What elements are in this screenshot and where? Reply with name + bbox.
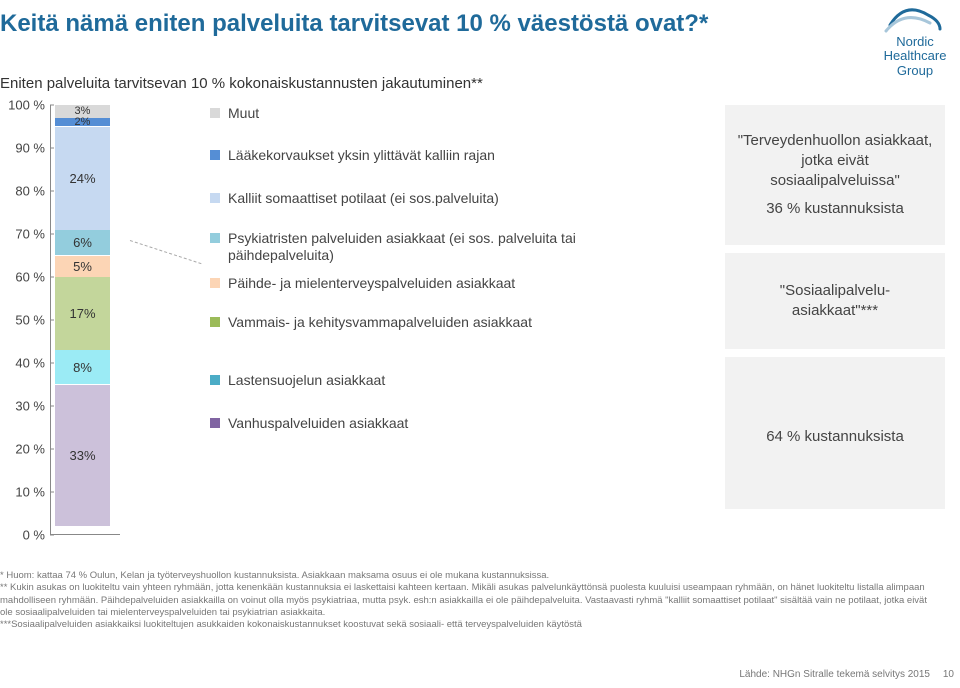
y-tick-label: 70 % — [15, 227, 45, 242]
legend-item-muut: Muut — [210, 105, 640, 123]
legend-item-laake: Lääkekorvaukset yksin ylittävät kalliin … — [210, 147, 640, 165]
logo-text-2: Healthcare — [880, 49, 950, 63]
bar-segment-kalliit: 24% — [55, 127, 110, 230]
bar-segment-vammais: 17% — [55, 277, 110, 350]
footnote-1: * Huom: kattaa 74 % Oulun, Kelan ja työt… — [0, 570, 940, 582]
legend-label: Päihde- ja mielenterveyspalveluiden asia… — [228, 275, 515, 293]
y-tick-label: 30 % — [15, 399, 45, 414]
stacked-bar-chart: 0 %10 %20 %30 %40 %50 %60 %70 %80 %90 %1… — [0, 105, 120, 535]
y-tick-label: 0 % — [23, 528, 45, 543]
legend-label: Vammais- ja kehitysvammapalveluiden asia… — [228, 314, 532, 332]
legend-item-psyk: Psykiatristen palveluiden asiakkaat (ei … — [210, 230, 640, 265]
bar: 3%2%24%6%5%17%8%33% — [55, 105, 110, 535]
legend-label: Lääkekorvaukset yksin ylittävät kalliin … — [228, 147, 495, 165]
subtitle: Eniten palveluita tarvitsevan 10 % kokon… — [0, 75, 483, 92]
y-tick-mark — [50, 535, 54, 536]
logo-text-3: Group — [880, 64, 950, 78]
bar-segment-vanhus: 33% — [55, 385, 110, 527]
legend-swatch — [210, 108, 220, 118]
y-tick-label: 50 % — [15, 313, 45, 328]
legend-swatch — [210, 418, 220, 428]
y-tick-mark — [50, 449, 54, 450]
footnote-2: ** Kukin asukas on luokiteltu vain yhtee… — [0, 582, 940, 619]
y-tick-label: 90 % — [15, 141, 45, 156]
callout-health: "Terveydenhuollon asiakkaat, jotka eivät… — [725, 105, 945, 245]
legend-item-lasten: Lastensuojelun asiakkaat — [210, 372, 640, 390]
legend-label: Vanhuspalveluiden asiakkaat — [228, 415, 408, 433]
source: Lähde: NHGn Sitralle tekemä selvitys 201… — [739, 669, 930, 680]
legend-swatch — [210, 278, 220, 288]
y-tick-label: 60 % — [15, 270, 45, 285]
callout-social: "Sosiaalipalvelu-asiakkaat"*** — [725, 253, 945, 349]
y-axis: 0 %10 %20 %30 %40 %50 %60 %70 %80 %90 %1… — [0, 105, 50, 535]
legend-swatch — [210, 233, 220, 243]
legend-label: Psykiatristen palveluiden asiakkaat (ei … — [228, 230, 640, 265]
callout-64: 64 % kustannuksista — [725, 357, 945, 509]
y-tick-mark — [50, 234, 54, 235]
page-number: 10 — [943, 669, 954, 680]
legend-swatch — [210, 375, 220, 385]
logo: Nordic Healthcare Group — [880, 5, 950, 78]
bar-segment-lasten: 8% — [55, 350, 110, 384]
logo-icon — [880, 5, 950, 33]
callout-64-pct: 64 % kustannuksista — [766, 427, 904, 447]
callout-health-quote: "Terveydenhuollon asiakkaat, jotka eivät… — [737, 131, 933, 192]
y-tick-mark — [50, 406, 54, 407]
logo-text-1: Nordic — [880, 35, 950, 49]
legend-item-vanhus: Vanhuspalveluiden asiakkaat — [210, 415, 640, 433]
y-tick-label: 10 % — [15, 485, 45, 500]
callouts: "Terveydenhuollon asiakkaat, jotka eivät… — [725, 105, 945, 517]
y-tick-mark — [50, 148, 54, 149]
callout-social-quote: "Sosiaalipalvelu-asiakkaat"*** — [737, 281, 933, 322]
legend-item-vammais: Vammais- ja kehitysvammapalveluiden asia… — [210, 314, 640, 332]
y-tick-mark — [50, 191, 54, 192]
legend-label: Lastensuojelun asiakkaat — [228, 372, 385, 390]
y-tick-mark — [50, 105, 54, 106]
legend-item-paihde: Päihde- ja mielenterveyspalveluiden asia… — [210, 275, 640, 293]
legend-swatch — [210, 193, 220, 203]
page-title: Keitä nämä eniten palveluita tarvitsevat… — [0, 10, 708, 38]
legend-label: Muut — [228, 105, 259, 123]
bar-segment-psyk: 6% — [55, 230, 110, 256]
bar-segment-paihde: 5% — [55, 256, 110, 278]
y-tick-label: 100 % — [8, 98, 45, 113]
legend: Muut Lääkekorvaukset yksin ylittävät kall… — [210, 105, 640, 453]
y-tick-mark — [50, 363, 54, 364]
y-tick-mark — [50, 320, 54, 321]
y-tick-mark — [50, 492, 54, 493]
bar-segment-laake: 2% — [55, 118, 110, 127]
callout-health-pct: 36 % kustannuksista — [737, 199, 933, 219]
y-tick-label: 40 % — [15, 356, 45, 371]
y-tick-label: 20 % — [15, 442, 45, 457]
y-tick-mark — [50, 277, 54, 278]
y-tick-label: 80 % — [15, 184, 45, 199]
legend-label: Kalliit somaattiset potilaat (ei sos.pal… — [228, 190, 499, 208]
legend-swatch — [210, 317, 220, 327]
legend-item-kalliit: Kalliit somaattiset potilaat (ei sos.pal… — [210, 190, 640, 208]
footnote-3: ***Sosiaalipalveluiden asiakkaiksi luoki… — [0, 619, 940, 631]
dashed-connector — [130, 240, 202, 264]
legend-swatch — [210, 150, 220, 160]
footnotes: * Huom: kattaa 74 % Oulun, Kelan ja työt… — [0, 570, 940, 632]
